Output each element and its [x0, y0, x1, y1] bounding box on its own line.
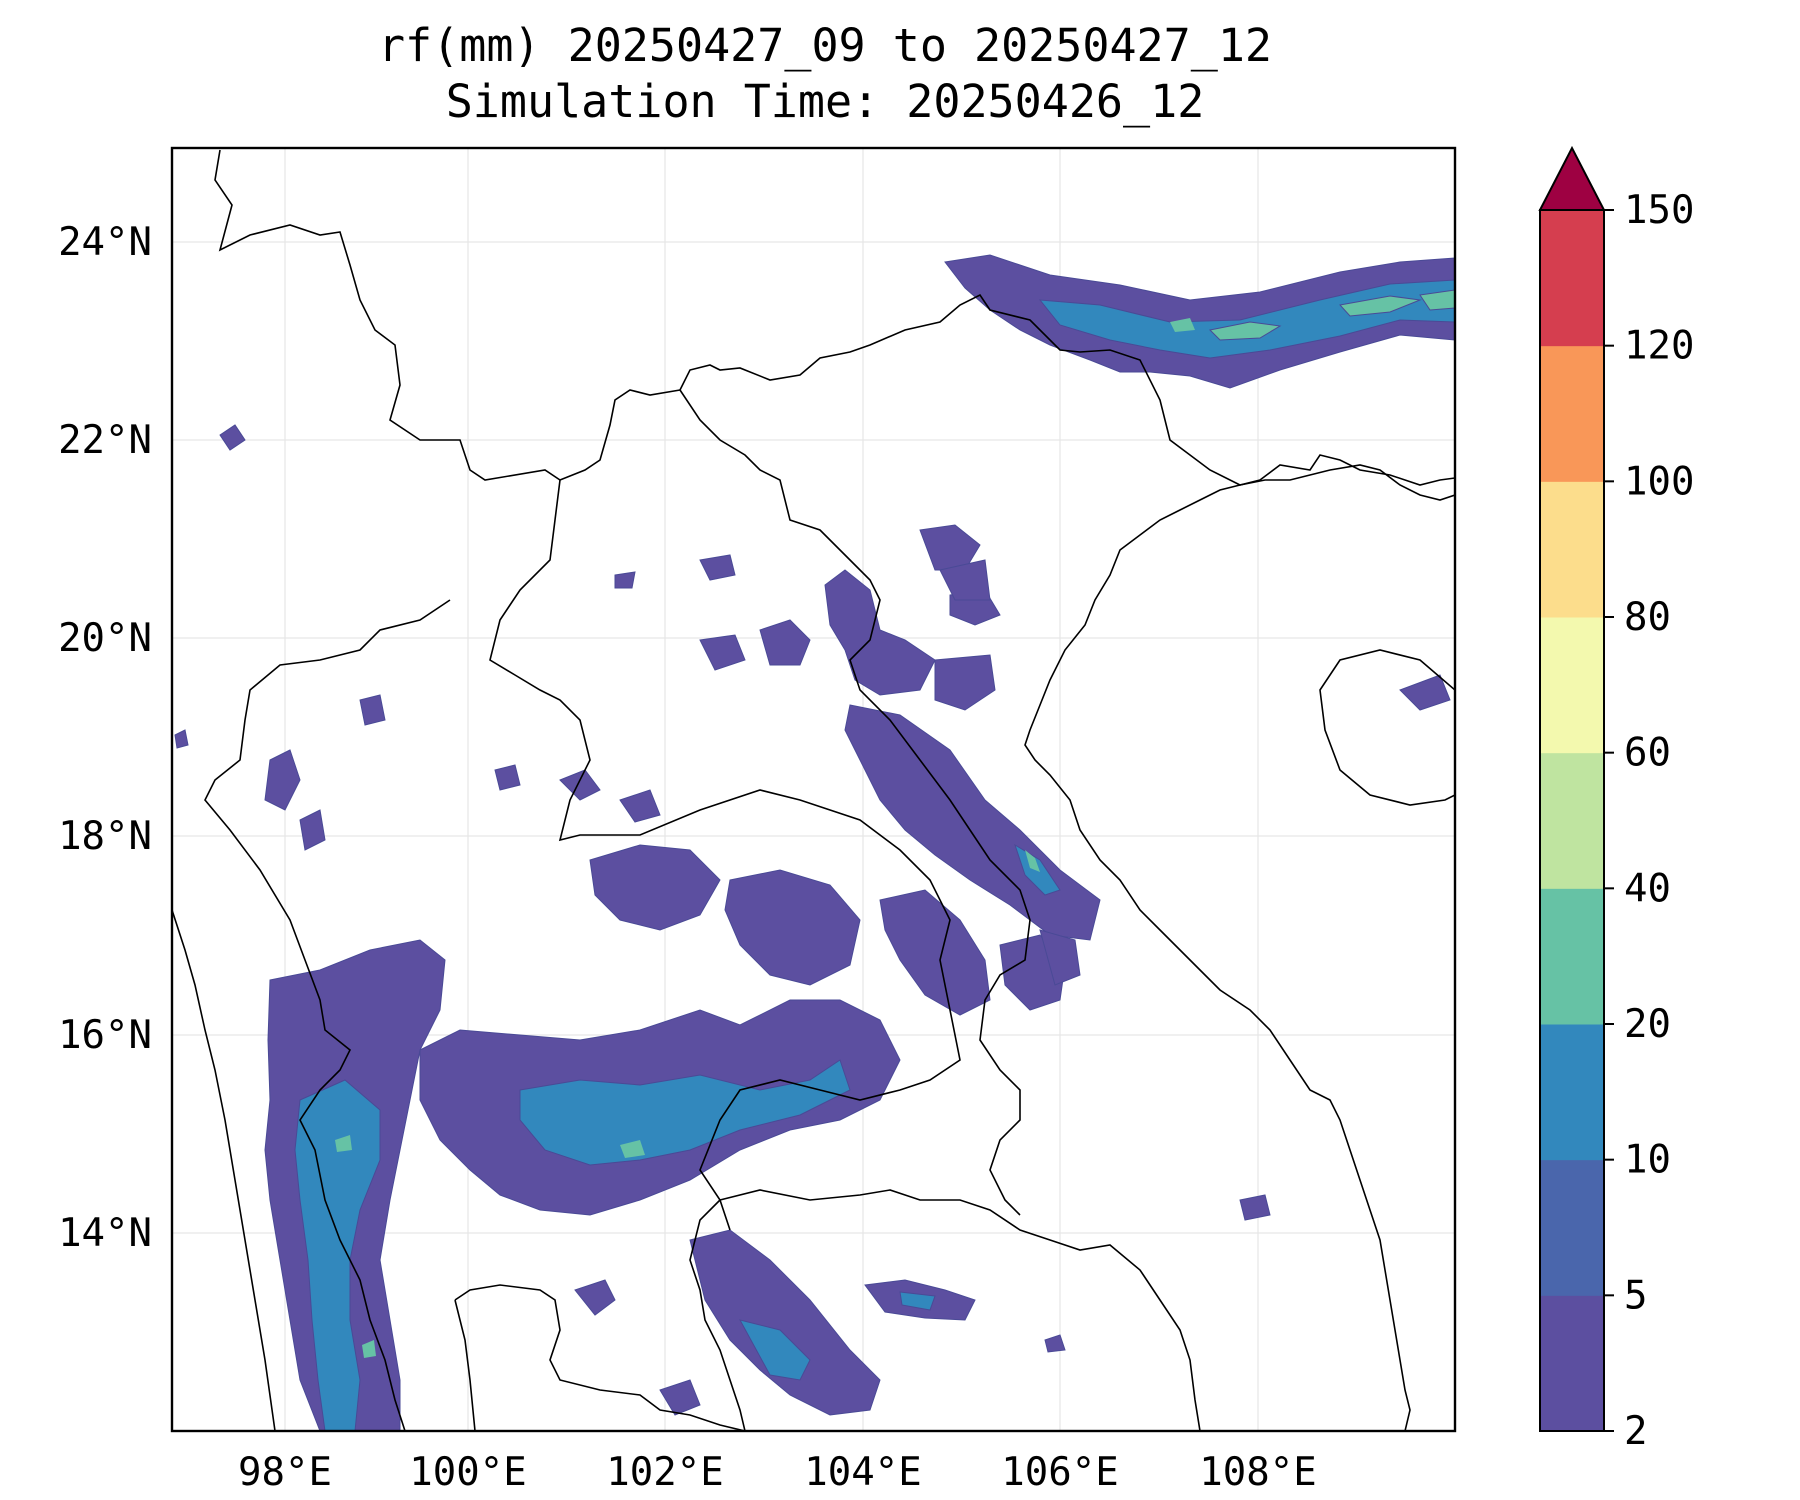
rain-area-nvn-4	[934, 654, 996, 711]
lon-tick-label: 106°E	[1001, 1450, 1118, 1495]
coast-china-south	[1259, 454, 1455, 486]
rain-area-nth-2	[299, 809, 326, 851]
colorbar-segment	[1540, 481, 1604, 618]
colorbar-tick-label: 150	[1624, 188, 1694, 233]
longitude-axis: 98°E 100°E 102°E 104°E 106°E 108°E	[238, 1450, 1317, 1495]
rain-area-thai-main-peak	[620, 1140, 645, 1158]
rain-area-cambodia-2-core	[899, 1291, 936, 1311]
coast-hainan	[1319, 649, 1455, 806]
border-myanmar-thai	[204, 599, 451, 1431]
coast-gulf-of-thailand	[454, 1284, 746, 1431]
colorbar-tick-label: 20	[1624, 1002, 1671, 1047]
rain-area-nth-7	[614, 554, 736, 589]
rain-area-laos-3	[879, 889, 991, 1016]
title-line-2: Simulation Time: 20250426_12	[445, 75, 1205, 128]
rain-area-nth-3	[219, 424, 246, 451]
rain-area-nvn-2	[919, 524, 981, 571]
coast-andaman	[172, 909, 276, 1431]
rain-area-annamite-peak	[1025, 850, 1040, 872]
rain-area-north-band-peak	[1208, 289, 1455, 341]
border-laos-china	[679, 293, 1261, 486]
title-line-1: rf(mm) 20250427_09 to 20250427_12	[377, 19, 1273, 72]
colorbar-tick-label: 120	[1624, 324, 1694, 369]
colorbar: 2 5 10 20 40 60 80 100 120 150	[1538, 145, 1694, 1454]
colorbar-segment	[1540, 345, 1604, 482]
rain-area-laos-5	[1039, 929, 1081, 986]
lat-tick-label: 22°N	[58, 418, 152, 463]
lon-tick-label: 108°E	[1199, 1450, 1316, 1495]
rainfall-contours	[174, 254, 1455, 1431]
rain-area-nth-1	[264, 749, 301, 811]
colorbar-segment	[1540, 210, 1604, 347]
rain-area-west-thai-core	[294, 1079, 381, 1431]
colorbar-segment	[1540, 1024, 1604, 1161]
colorbar-tick-label: 10	[1624, 1138, 1671, 1183]
border-cambodia-thai-vn	[689, 1189, 1201, 1431]
coast-vietnam	[1024, 464, 1455, 1431]
rain-area-cambodia-3	[574, 1279, 701, 1416]
rain-area-nth-5	[559, 769, 661, 823]
rain-area-nth-8	[1399, 674, 1451, 711]
rain-area-nth-9	[1239, 1194, 1271, 1221]
colorbar-tick-label: 5	[1624, 1273, 1647, 1318]
colorbar-segment	[1540, 1295, 1604, 1432]
colorbar-segment	[1540, 617, 1604, 754]
rain-area-cambodia-1-core	[739, 1319, 811, 1381]
colorbar-tick-label: 100	[1624, 459, 1694, 504]
lat-tick-label: 18°N	[58, 814, 152, 859]
rain-area-nvn-6	[939, 559, 991, 601]
rain-area-thai-main-core	[519, 1059, 851, 1166]
colorbar-tick-label: 40	[1624, 866, 1671, 911]
rain-area-laos-2	[724, 869, 861, 986]
rain-area-nth-6	[494, 764, 521, 791]
rain-area-laos-1	[589, 844, 721, 931]
rain-area-nth-10	[1044, 1334, 1066, 1353]
country-borders	[172, 149, 1455, 1431]
map-frame	[170, 146, 1457, 1433]
rain-area-nth-11	[174, 729, 189, 749]
colorbar-segment	[1540, 888, 1604, 1025]
lat-tick-label: 16°N	[58, 1013, 152, 1058]
border-laos-vietnam	[679, 389, 1031, 1216]
rain-area-north-band-peak-2	[1170, 318, 1195, 332]
lat-tick-label: 24°N	[58, 220, 152, 265]
lon-tick-label: 98°E	[238, 1450, 332, 1495]
colorbar-extend-arrow	[1538, 145, 1606, 211]
latitude-axis: 24°N 22°N 20°N 18°N 16°N 14°N	[58, 220, 152, 1256]
colorbar-segment	[1540, 752, 1604, 889]
colorbar-tick-label: 60	[1624, 731, 1671, 776]
border-myanmar-china	[214, 149, 681, 481]
lat-tick-label: 14°N	[58, 1211, 152, 1256]
colorbar-tick-label: 80	[1624, 595, 1671, 640]
rain-area-nth-4	[359, 694, 386, 726]
colorbar-segment	[1540, 1159, 1604, 1296]
rain-area-cambodia-1	[689, 1229, 881, 1416]
map-title: rf(mm) 20250427_09 to 20250427_12 Simula…	[0, 18, 1650, 130]
rain-area-nvn-5	[699, 619, 811, 671]
rain-area-north-band-core	[1038, 279, 1455, 359]
lon-tick-label: 102°E	[606, 1450, 723, 1495]
lon-tick-label: 104°E	[804, 1450, 921, 1495]
rain-area-nvn-1	[824, 569, 936, 696]
colorbar-outline	[1539, 209, 1605, 1432]
border-thai-laos	[489, 479, 961, 1231]
lon-tick-label: 100°E	[409, 1450, 526, 1495]
lat-tick-label: 20°N	[58, 616, 152, 661]
colorbar-tick-label: 2	[1624, 1409, 1647, 1454]
